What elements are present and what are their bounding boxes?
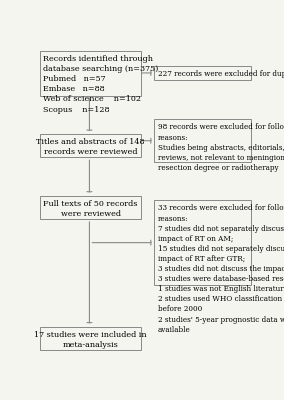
Text: 98 records were excluded for following
reasons:
Studies being abstracts, editori: 98 records were excluded for following r… [158,124,284,172]
Text: 227 records were excluded for duplication: 227 records were excluded for duplicatio… [158,70,284,78]
Text: Full texts of 50 records
were reviewed: Full texts of 50 records were reviewed [43,200,138,218]
Text: Records identified through
database searching (n=375)
Pubmed   n=57
Embase   n=8: Records identified through database sear… [43,55,158,114]
FancyBboxPatch shape [40,134,141,157]
FancyBboxPatch shape [154,66,251,80]
FancyBboxPatch shape [40,51,141,96]
FancyBboxPatch shape [154,200,251,285]
FancyBboxPatch shape [40,196,141,219]
Text: 17 studies were included in
meta-analysis: 17 studies were included in meta-analysi… [34,331,147,349]
Text: Titles and abstracts of 148
records were reviewed: Titles and abstracts of 148 records were… [36,138,145,156]
Text: 33 records were excluded for following
reasons:
7 studies did not separately dis: 33 records were excluded for following r… [158,204,284,334]
FancyBboxPatch shape [40,327,141,350]
FancyBboxPatch shape [154,120,251,162]
